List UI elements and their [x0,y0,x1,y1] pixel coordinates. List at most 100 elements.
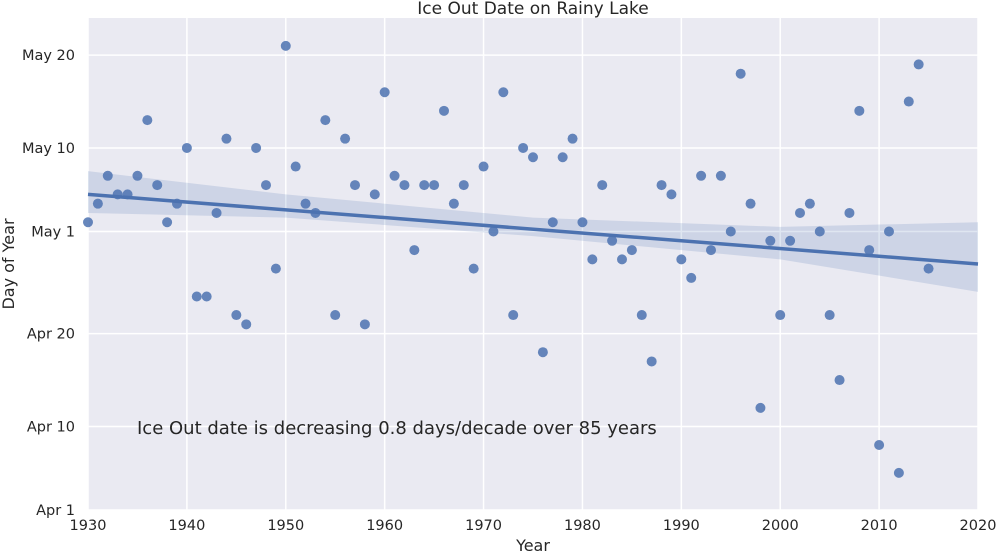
x-tick-label: 1990 [663,518,700,534]
confidence-band [88,171,978,292]
data-point [725,226,736,237]
data-point [567,133,578,144]
data-point [261,180,271,191]
data-point [765,235,776,246]
data-point [755,402,766,413]
data-point [419,180,430,191]
data-point [686,272,697,283]
x-tick-labels: 1930 1940 1950 1960 1970 1980 1990 2000 2010 2020 [70,518,997,534]
data-point [528,152,538,163]
x-tick-label: 1970 [465,518,502,534]
data-point [597,180,608,191]
x-tick-label: 1950 [267,518,304,534]
data-point [152,180,163,191]
data-point [666,189,677,200]
y-tick-label: May 1 [31,225,75,241]
data-point [735,68,746,79]
y-tick-label: Apr 1 [36,503,75,519]
data-point [122,189,133,200]
data-point [280,40,291,51]
data-point [439,105,449,116]
plot-area [88,18,978,510]
data-point [923,263,934,274]
trend-line-group [87,192,979,266]
data-point [557,152,568,163]
data-point [785,235,796,246]
data-point [369,189,380,200]
data-point [824,310,835,321]
data-point [330,310,341,321]
data-point [577,217,588,228]
data-point [626,245,637,256]
data-point [795,207,805,218]
data-point [270,263,281,274]
data-point [518,142,529,153]
data-point [221,133,232,144]
data-point [448,198,459,209]
y-tick-label: Apr 10 [27,419,75,435]
x-tick-label: 1940 [168,518,205,534]
x-tick-label: 2020 [960,518,997,534]
data-point [864,245,875,256]
data-point [181,142,192,153]
data-point [201,291,212,302]
data-point [636,310,647,321]
data-point [903,96,914,107]
data-point [379,87,390,98]
y-tick-labels: Apr 1 Apr 10 Apr 20 May 1 May 10 May 20 [22,48,75,519]
data-point [834,375,845,386]
data-point [478,161,489,172]
data-point [775,310,786,321]
x-tick-label: 1980 [564,518,601,534]
data-point [132,170,143,181]
data-point [607,235,618,246]
x-axis-title: Year [515,536,550,553]
data-point [112,189,123,200]
data-point [320,115,331,126]
data-point [508,310,519,321]
y-axis-title: Day of Year [0,218,18,309]
data-point [854,105,865,116]
trend-line [87,192,979,266]
data-point [191,291,202,302]
data-point [537,347,548,358]
data-point [458,180,469,191]
data-point [893,467,904,478]
data-point [696,170,707,181]
data-point [389,170,400,181]
y-tick-label: May 20 [22,48,75,64]
data-point [102,170,113,181]
data-point [300,198,311,209]
data-point [874,440,885,451]
chart-title: Ice Out Date on Rainy Lake [417,0,648,19]
data-point [646,356,657,367]
y-tick-label: May 10 [22,141,75,157]
data-point [804,198,815,209]
trend-annotation: Ice Out date is decreasing 0.8 days/deca… [137,418,657,439]
data-points [83,40,934,478]
data-point [676,254,687,265]
data-point [715,170,726,181]
data-point [488,226,499,237]
data-point [706,245,716,256]
data-point [468,263,479,274]
data-point [359,319,370,330]
data-point [409,245,420,256]
data-point [211,207,222,218]
data-point [814,226,825,237]
data-point [399,180,410,191]
data-point [290,161,301,172]
data-point [231,310,242,321]
x-tick-label: 2000 [762,518,799,534]
data-point [884,226,894,237]
data-point [83,217,93,228]
data-point [350,180,360,191]
x-tick-label: 1960 [366,518,403,534]
x-tick-label: 1930 [70,518,107,534]
data-point [241,319,252,330]
data-point [92,198,103,209]
data-point [310,207,321,218]
data-point [429,180,440,191]
x-tick-label: 2010 [861,518,898,534]
